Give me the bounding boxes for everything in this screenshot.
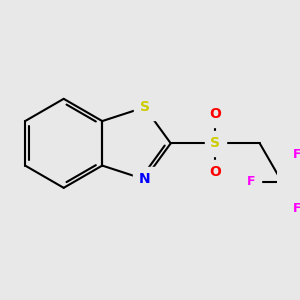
Text: S: S — [140, 100, 150, 114]
Text: F: F — [247, 176, 255, 188]
Text: O: O — [209, 107, 221, 122]
Text: S: S — [210, 136, 220, 150]
Text: N: N — [139, 172, 150, 186]
Text: F: F — [293, 202, 300, 215]
Text: O: O — [209, 165, 221, 179]
Text: F: F — [293, 148, 300, 161]
